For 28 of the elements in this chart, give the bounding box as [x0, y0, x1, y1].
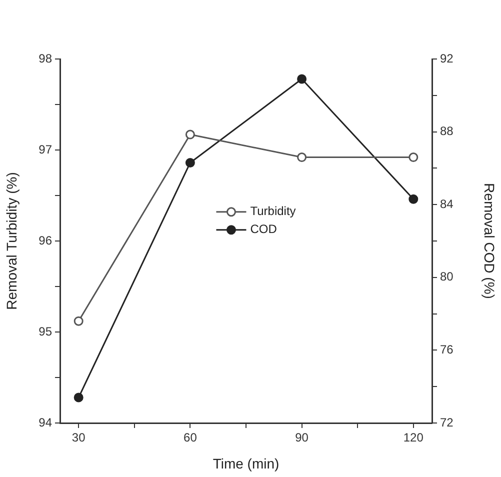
y-tick-label: 95	[38, 324, 52, 338]
point	[185, 130, 195, 140]
point	[408, 152, 418, 162]
x-tick-label: 90	[295, 430, 309, 445]
y2-tick-label: 84	[440, 196, 454, 211]
legend-label: Turbidity	[250, 204, 296, 218]
point	[74, 392, 84, 402]
point	[185, 158, 195, 168]
y-axis-title: Removal Turbidity (%)	[3, 172, 20, 310]
y-tick-label: 98	[38, 51, 52, 66]
y2-tick-label: 76	[440, 342, 454, 357]
y-tick-label: 97	[38, 142, 52, 156]
legend-label: COD	[250, 222, 278, 236]
y2-tick-label: 72	[440, 415, 454, 430]
y-tick-label: 94	[38, 415, 52, 430]
y-tick-label: 96	[38, 233, 52, 248]
y2-tick-label: 92	[440, 51, 454, 66]
point	[408, 194, 418, 204]
point	[297, 152, 307, 162]
point	[74, 316, 84, 326]
y2-tick-label: 88	[440, 124, 454, 138]
point	[297, 74, 307, 84]
x-tick-label: 120	[403, 430, 424, 445]
x-axis-title: Time (min)	[212, 455, 280, 472]
x-tick-label: 60	[184, 430, 198, 445]
x-tick-label: 30	[72, 430, 86, 445]
y2-tick-label: 80	[440, 270, 454, 284]
y2-axis-title: Removal COD (%)	[482, 183, 498, 299]
